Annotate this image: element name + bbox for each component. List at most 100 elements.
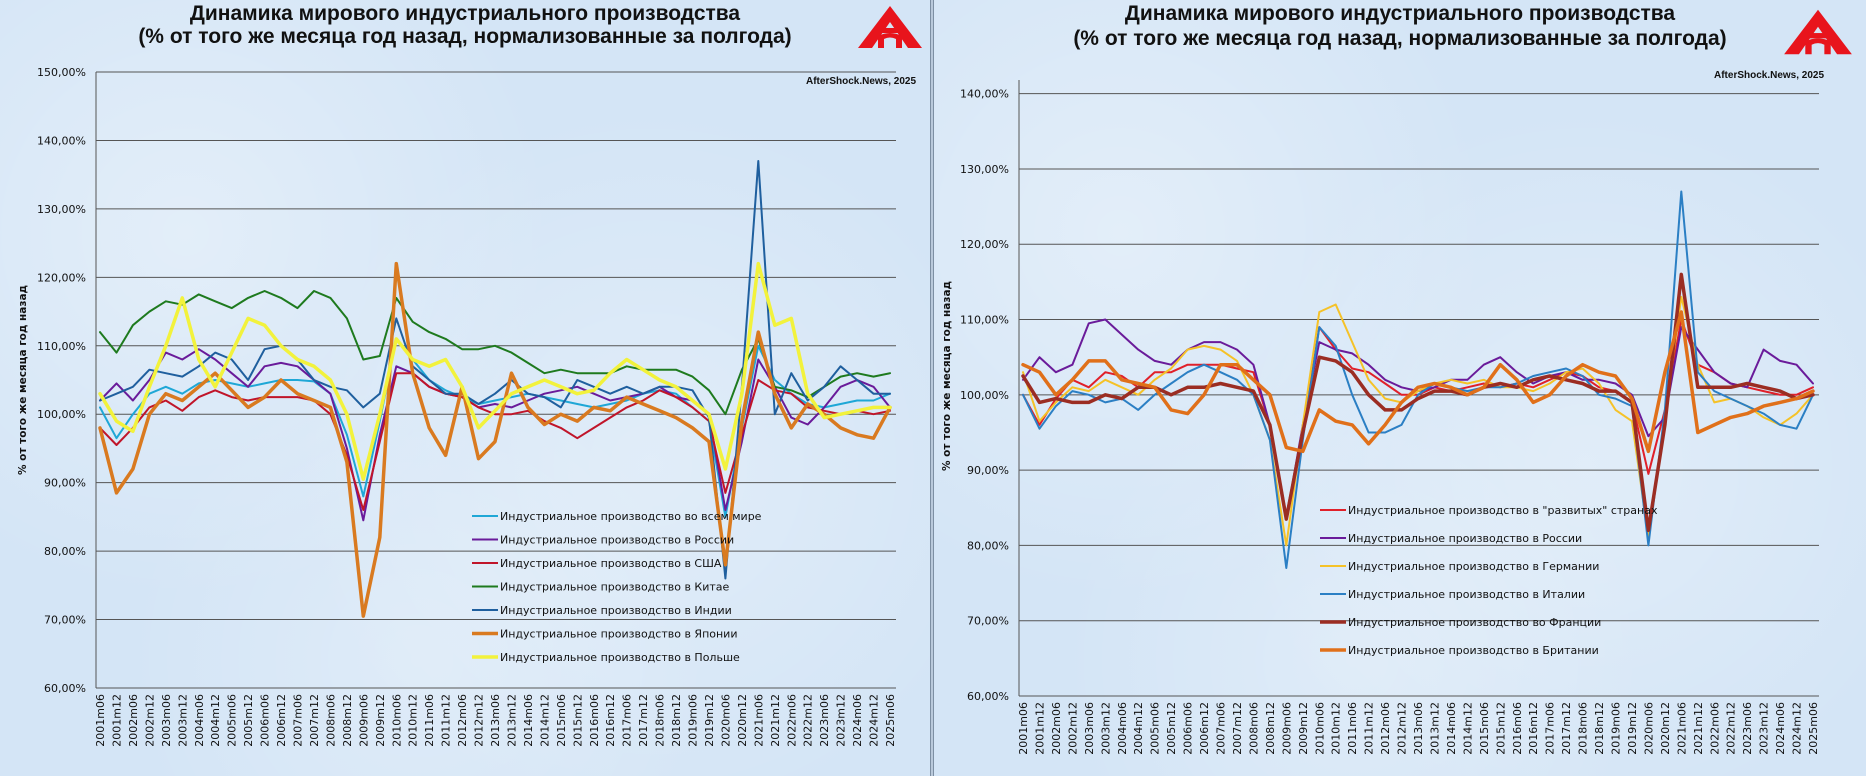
series-line-0 [99, 337, 891, 518]
x-tick-label: 2003m12 [176, 694, 189, 747]
legend-label: Индустриальное производство в Италии [1348, 588, 1585, 601]
x-tick-label: 2001m06 [94, 694, 107, 747]
x-tick-label: 2017m06 [621, 694, 634, 747]
x-tick-label: 2019m12 [703, 694, 716, 747]
series-line-5 [98, 261, 892, 618]
y-tick-label: 90,00% [44, 477, 86, 490]
x-tick-label: 2025m06 [884, 694, 897, 747]
y-tick-label: 60,00% [967, 690, 1009, 703]
x-tick-label: 2020m12 [736, 694, 749, 747]
chart-title-line2: (% от того же месяца год назад, нормализ… [138, 25, 792, 48]
y-axis-label: % от того же месяца год назад [941, 281, 953, 471]
x-tick-label: 2012m12 [1396, 702, 1409, 755]
aftershock-logo-icon [1784, 9, 1852, 55]
right-chart-panel: Динамика мирового индустриального произв… [934, 0, 1866, 776]
legend-label: Индустриальное производство в Индии [500, 604, 732, 617]
x-tick-label: 2009m12 [1297, 702, 1310, 755]
x-tick-label: 2017m12 [637, 694, 650, 747]
left-line-chart: 60,00% 70,00% 80,00% 90,00% 100,00% 110,00% 12… [17, 66, 897, 747]
x-tick-label: 2016m12 [1527, 702, 1540, 755]
series-line-5 [1021, 310, 1815, 454]
y-tick-label: 150,00% [37, 66, 86, 79]
x-tick-label: 2017m06 [1544, 702, 1557, 755]
x-tick-label: 2025m06 [1807, 702, 1820, 755]
credit-label: AfterShock.News, 2025 [1714, 70, 1825, 81]
x-tick-label: 2020m06 [719, 694, 732, 747]
series-line-6 [98, 261, 892, 481]
x-tick-label: 2008m12 [341, 694, 354, 747]
credit-label: AfterShock.News, 2025 [806, 76, 917, 87]
y-tick-label: 130,00% [960, 163, 1009, 176]
x-tick-label: 2013m12 [1428, 702, 1441, 755]
x-tick-label: 2010m06 [1313, 702, 1326, 755]
x-tick-label: 2019m06 [687, 694, 700, 747]
y-tick-label: 70,00% [967, 615, 1009, 628]
x-tick-label: 2022m12 [1725, 702, 1738, 755]
x-tick-label: 2019m12 [1626, 702, 1639, 755]
y-tick-label: 70,00% [44, 614, 86, 627]
y-tick-label: 140,00% [37, 134, 86, 147]
legend-label: Индустриальное производство в России [1348, 532, 1582, 545]
series-line-3 [1022, 190, 1814, 569]
x-tick-label: 2016m06 [588, 694, 601, 747]
chart-title-line1: Динамика мирового индустриального произв… [1124, 2, 1676, 25]
y-tick-label: 120,00% [37, 271, 86, 284]
x-tick-label: 2002m06 [127, 694, 140, 747]
x-tick-label: 2005m12 [242, 694, 255, 747]
x-tick-label: 2016m12 [604, 694, 617, 747]
x-tick-label: 2024m06 [1774, 702, 1787, 755]
legend-label: Индустриальное производство в Германии [1348, 560, 1599, 573]
legend-label: Индустриальное производство в России [500, 534, 734, 547]
x-tick-label: 2018m12 [1593, 702, 1606, 755]
x-tick-label: 2002m12 [143, 694, 156, 747]
chart-title-line1: Динамика мирового индустриального произв… [189, 2, 741, 25]
x-tick-label: 2005m06 [1149, 702, 1162, 755]
x-tick-label: 2018m12 [670, 694, 683, 747]
y-tick-label: 100,00% [960, 389, 1009, 402]
x-tick-label: 2011m12 [440, 694, 453, 747]
x-tick-label: 2007m06 [1215, 702, 1228, 755]
x-tick-label: 2008m12 [1264, 702, 1277, 755]
legend-label: Индустриальное производство в Китае [500, 581, 730, 594]
legend-label: Индустриальное производство в Польше [500, 651, 740, 664]
x-tick-label: 2011m06 [1346, 702, 1359, 755]
x-tick-label: 2018m06 [654, 694, 667, 747]
x-tick-label: 2021m12 [769, 694, 782, 747]
x-tick-label: 2006m06 [259, 694, 272, 747]
left-chart-panel: Динамика мирового индустриального произв… [0, 0, 930, 776]
legend-label: Индустриальное производство во Франции [1348, 616, 1601, 629]
x-tick-label: 2022m12 [802, 694, 815, 747]
x-tick-label: 2005m06 [226, 694, 239, 747]
right-line-chart: 60,00% 70,00% 80,00% 90,00% 100,00% 110,00% 12… [941, 80, 1820, 755]
x-tick-label: 2006m06 [1182, 702, 1195, 755]
x-tick-label: 2003m12 [1099, 702, 1112, 755]
panel-divider [930, 0, 934, 776]
x-tick-label: 2011m12 [1363, 702, 1376, 755]
x-tick-label: 2004m12 [209, 694, 222, 747]
aftershock-logo-icon [858, 6, 922, 48]
x-tick-label: 2024m06 [851, 694, 864, 747]
x-tick-label: 2004m06 [1116, 702, 1129, 755]
y-tick-label: 120,00% [960, 238, 1009, 251]
x-tick-label: 2021m06 [752, 694, 765, 747]
x-tick-label: 2004m12 [1132, 702, 1145, 755]
x-tick-label: 2008m06 [324, 694, 337, 747]
x-tick-label: 2010m06 [390, 694, 403, 747]
x-tick-label: 2020m12 [1659, 702, 1672, 755]
x-tick-label: 2021m06 [1675, 702, 1688, 755]
x-tick-label: 2005m12 [1165, 702, 1178, 755]
x-tick-label: 2001m06 [1017, 702, 1030, 755]
x-tick-label: 2010m12 [1330, 702, 1343, 755]
x-tick-label: 2017m12 [1560, 702, 1573, 755]
x-tick-label: 2002m06 [1050, 702, 1063, 755]
y-tick-label: 80,00% [967, 539, 1009, 552]
x-tick-label: 2012m12 [473, 694, 486, 747]
x-tick-label: 2018m06 [1577, 702, 1590, 755]
x-tick-label: 2002m12 [1066, 702, 1079, 755]
x-tick-label: 2019m06 [1610, 702, 1623, 755]
x-tick-label: 2024m12 [1791, 702, 1804, 755]
y-axis-label: % от того же месяца год назад [17, 285, 29, 475]
x-tick-label: 2023m06 [1741, 702, 1754, 755]
y-tick-label: 60,00% [44, 682, 86, 695]
x-tick-label: 2009m06 [357, 694, 370, 747]
